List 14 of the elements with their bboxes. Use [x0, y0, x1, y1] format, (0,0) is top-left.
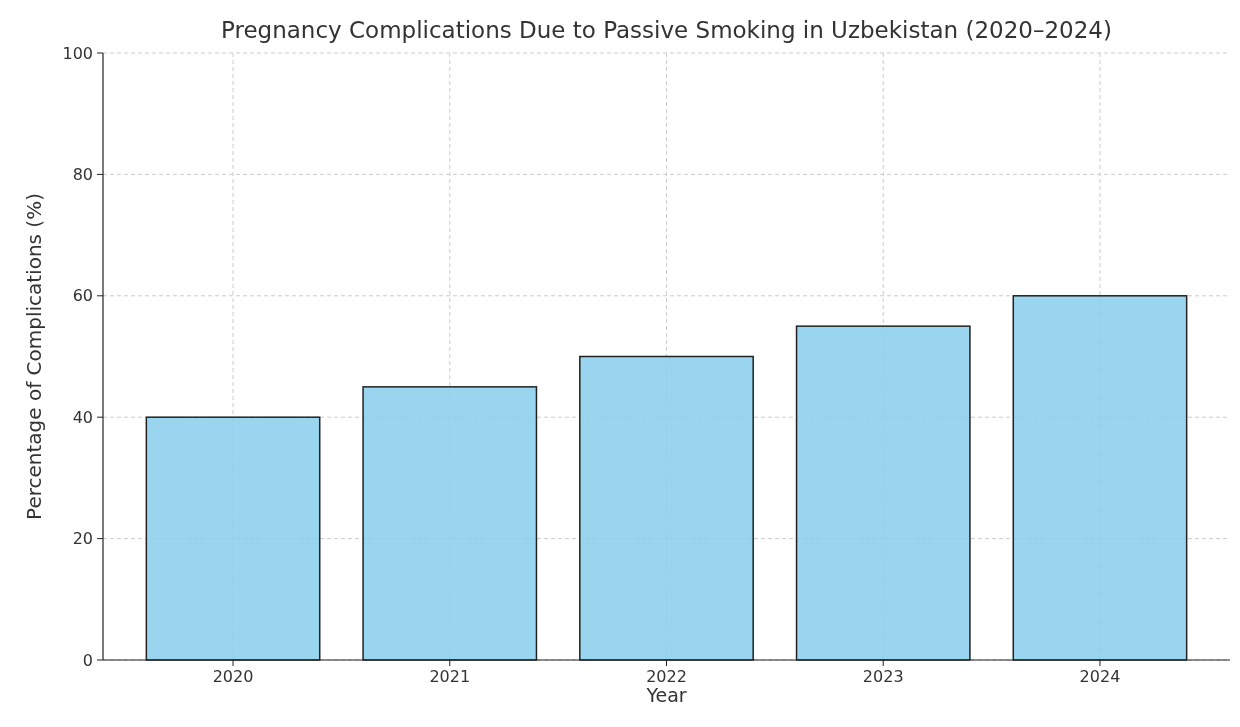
y-tick-label: 20: [72, 529, 93, 549]
y-tick-label: 60: [72, 286, 93, 306]
x-tick-label: 2021: [429, 667, 471, 686]
y-tick-label: 0: [82, 650, 93, 670]
y-tick-label: 40: [72, 407, 93, 427]
x-tick-label: 2024: [1079, 667, 1121, 686]
x-tick-label: 2022: [646, 667, 687, 686]
y-tick-label: 80: [72, 165, 93, 184]
chart-title: Pregnancy Complications Due to Passive Smoking in Uzbekistan (2020–2024): [221, 17, 1112, 43]
x-axis-title: Year: [645, 684, 687, 706]
x-tick-label: 2020: [212, 667, 254, 686]
x-tick-label: 2023: [862, 667, 904, 686]
y-axis-title: Percentage of Complications (%): [22, 193, 46, 520]
y-tick-label: 100: [62, 43, 93, 63]
